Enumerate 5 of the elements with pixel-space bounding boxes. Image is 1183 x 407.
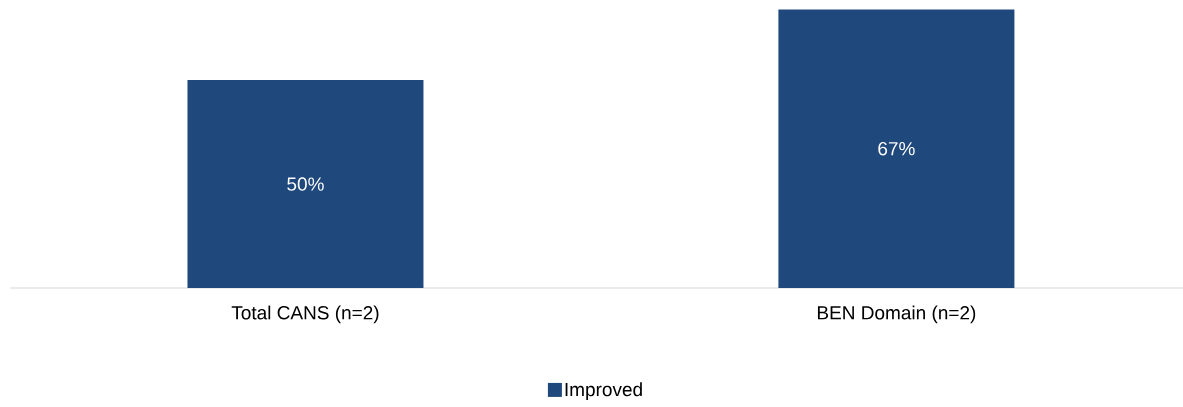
data-label: 67% [878,141,915,156]
x-tick-label: BEN Domain (n=2) [817,305,976,324]
x-tick-label: Total CANS (n=2) [231,305,379,324]
data-label: 50% [287,177,324,191]
legend-label: Improved [565,382,642,400]
